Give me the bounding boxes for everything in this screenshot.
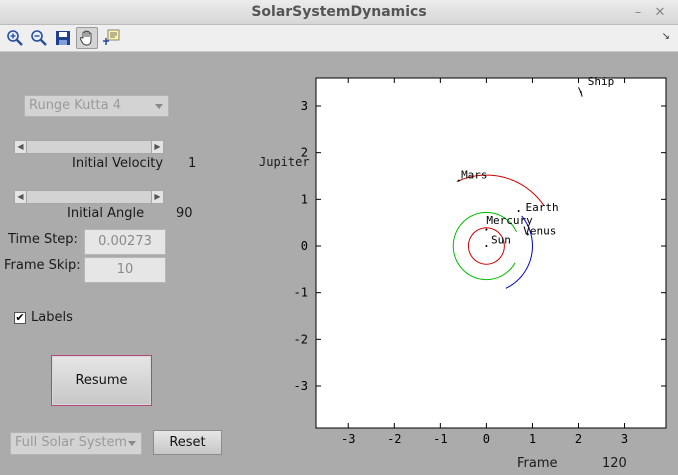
- initial-velocity-slider[interactable]: ◀ ▶: [14, 140, 164, 154]
- frame-value: 120: [602, 456, 627, 471]
- body-label-mars: Mars: [461, 168, 488, 181]
- frame-skip-field[interactable]: 10: [84, 257, 166, 283]
- time-step-label: Time Step:: [8, 232, 78, 247]
- y-tick-label: -2: [294, 332, 308, 346]
- zoom-out-button[interactable]: [28, 27, 50, 49]
- x-tick-label: 0: [483, 432, 490, 446]
- zoom-in-icon: [7, 30, 23, 46]
- body-label-ship: Ship: [588, 75, 615, 88]
- orbit-trail-earth: [505, 215, 533, 289]
- y-tick-label: 2: [301, 146, 308, 160]
- slider-right-arrow-icon[interactable]: ▶: [151, 141, 163, 153]
- body-label-earth: Earth: [526, 201, 559, 214]
- x-tick-label: 2: [575, 432, 582, 446]
- x-tick-label: 3: [621, 432, 628, 446]
- labels-checkbox-label: Labels: [31, 310, 73, 325]
- body-label-venus: Venus: [523, 224, 556, 237]
- save-button[interactable]: [52, 27, 74, 49]
- time-step-field[interactable]: 0.00273: [84, 229, 166, 255]
- x-tick-label: -2: [387, 432, 401, 446]
- data-cursor-icon: [103, 29, 120, 45]
- initial-velocity-label: Initial Velocity: [72, 156, 164, 171]
- initial-angle-label: Initial Angle: [67, 206, 145, 221]
- x-tick-label: 1: [529, 432, 536, 446]
- save-icon: [56, 31, 70, 45]
- orbit-trail-venus: [452, 211, 517, 281]
- system-value: Full Solar System: [15, 435, 128, 450]
- pan-button[interactable]: [76, 27, 98, 49]
- resume-button[interactable]: Resume: [51, 355, 152, 406]
- body-marker-venus: [526, 233, 529, 236]
- y-tick-label: -3: [294, 379, 308, 393]
- orbit-trail-mercury: [467, 227, 505, 265]
- dock-arrow-icon[interactable]: ↘: [661, 31, 670, 42]
- title-bar: SolarSystemDynamics – ✕: [0, 0, 678, 25]
- reset-button[interactable]: Reset: [153, 430, 222, 455]
- system-dropdown[interactable]: Full Solar System: [10, 432, 142, 455]
- orbit-plot[interactable]: -3 -2 -1 0 1 2 3 -3 -2 -1 0 1 2 3 Sun Mercury Venus Earth…: [294, 75, 667, 446]
- close-button[interactable]: ✕: [654, 5, 666, 20]
- integrator-dropdown[interactable]: Runge Kutta 4: [24, 95, 169, 117]
- pan-hand-icon: [79, 30, 92, 46]
- body-marker-sun: [485, 245, 488, 247]
- body-marker-ship: [579, 91, 582, 93]
- zoom-out-icon: [31, 30, 47, 46]
- labels-checkbox[interactable]: ✔: [14, 311, 26, 324]
- frame-skip-label: Frame Skip:: [4, 258, 81, 273]
- initial-angle-slider[interactable]: ◀ ▶: [14, 190, 164, 204]
- frame-label: Frame: [517, 456, 558, 471]
- plot-frame: [315, 77, 667, 429]
- minimize-button[interactable]: –: [634, 5, 642, 20]
- y-tick-label: 1: [301, 192, 308, 206]
- data-cursor-button[interactable]: [100, 27, 122, 49]
- initial-velocity-value: 1: [188, 156, 197, 171]
- body-label-mercury: Mercury: [486, 214, 533, 227]
- body-marker-mars: [457, 179, 460, 182]
- window-title: SolarSystemDynamics: [251, 4, 427, 20]
- initial-angle-value: 90: [176, 206, 193, 221]
- body-marker-mercury: [485, 228, 488, 231]
- zoom-in-button[interactable]: [4, 27, 26, 49]
- y-tick-label: 3: [301, 99, 308, 113]
- x-tick-label: -3: [341, 432, 355, 446]
- slider-right-arrow-icon[interactable]: ▶: [151, 191, 163, 203]
- orbit-trail-mars: [456, 174, 545, 206]
- figure-toolbar: ↘: [0, 25, 678, 52]
- slider-left-arrow-icon[interactable]: ◀: [15, 141, 27, 153]
- y-tick-label: 0: [301, 239, 308, 253]
- x-tick-label: -1: [433, 432, 447, 446]
- chevron-down-icon: [155, 104, 163, 109]
- chevron-down-icon: [128, 441, 136, 446]
- integrator-value: Runge Kutta 4: [29, 98, 121, 113]
- body-marker-earth: [517, 210, 520, 212]
- slider-left-arrow-icon[interactable]: ◀: [15, 191, 27, 203]
- body-label-sun: Sun: [491, 234, 511, 247]
- y-tick-label: -1: [294, 286, 308, 300]
- jupiter-label: Jupiter: [259, 155, 310, 169]
